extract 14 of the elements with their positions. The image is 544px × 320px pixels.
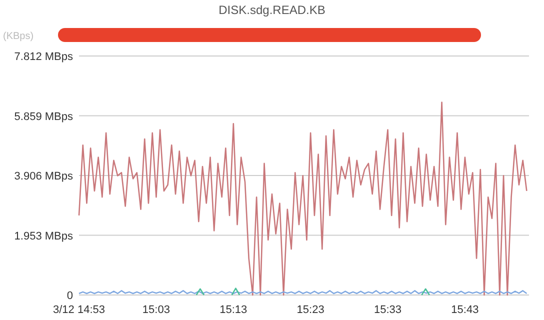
x-tick-label: 3/12 14:53: [53, 304, 105, 316]
x-tick-label: 15:43: [451, 304, 479, 316]
y-axis-title: (KBps): [3, 31, 34, 42]
x-tick-label: 15:23: [296, 304, 324, 316]
y-tick-label: 5.859 MBps: [14, 110, 74, 123]
x-tick-label: 15:33: [374, 304, 402, 316]
y-tick-label: 0: [66, 290, 73, 302]
y-tick-label: 7.812 MBps: [14, 51, 74, 63]
chart-title: DISK.sdg.READ.KB: [218, 3, 326, 17]
y-tick-label: 3.906 MBps: [14, 170, 74, 182]
line-series: [78, 102, 528, 296]
x-tick-label: 15:13: [220, 304, 248, 316]
x-tick-label: 15:03: [142, 304, 170, 316]
y-tick-label: 1.953 MBps: [14, 230, 74, 242]
